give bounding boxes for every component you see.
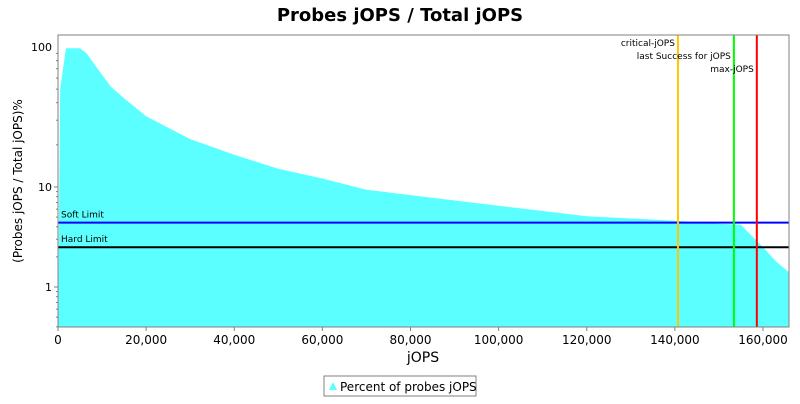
marker-label: critical-jOPS (621, 39, 675, 49)
plot-area: Soft Limit Hard Limit critical-jOPS last Su… (31, 34, 790, 347)
x-tick-label: 140,000 (650, 333, 700, 347)
legend-label: Percent of probes jOPS (340, 380, 477, 394)
x-tick-label: 40,000 (213, 333, 255, 347)
marker-label: last Success for jOPS (637, 52, 731, 62)
x-tick-label: 160,000 (738, 333, 788, 347)
y-tick-label: 1 (45, 281, 52, 294)
legend: Percent of probes jOPS (323, 375, 477, 397)
series-area (58, 48, 789, 327)
marker-label: Soft Limit (61, 211, 104, 221)
x-tick-label: 80,000 (390, 333, 432, 347)
chart-title: Probes jOPS / Total jOPS (277, 5, 523, 26)
x-tick-label: 60,000 (301, 333, 343, 347)
x-axis-label: jOPS (406, 350, 439, 366)
y-axis-label: (Probes jOPS / Total jOPS)% (11, 99, 25, 263)
x-tick-label: 100,000 (474, 333, 524, 347)
legend-swatch (329, 382, 337, 390)
y-tick-label: 10 (38, 181, 52, 194)
y-tick-label: 100 (31, 41, 52, 54)
plot-border (57, 34, 790, 328)
x-tick-label: 20,000 (125, 333, 167, 347)
x-tick-label: 0 (54, 333, 62, 347)
marker-label: Hard Limit (61, 235, 108, 245)
x-tick-label: 120,000 (562, 333, 612, 347)
marker-label: max-jOPS (710, 65, 754, 75)
